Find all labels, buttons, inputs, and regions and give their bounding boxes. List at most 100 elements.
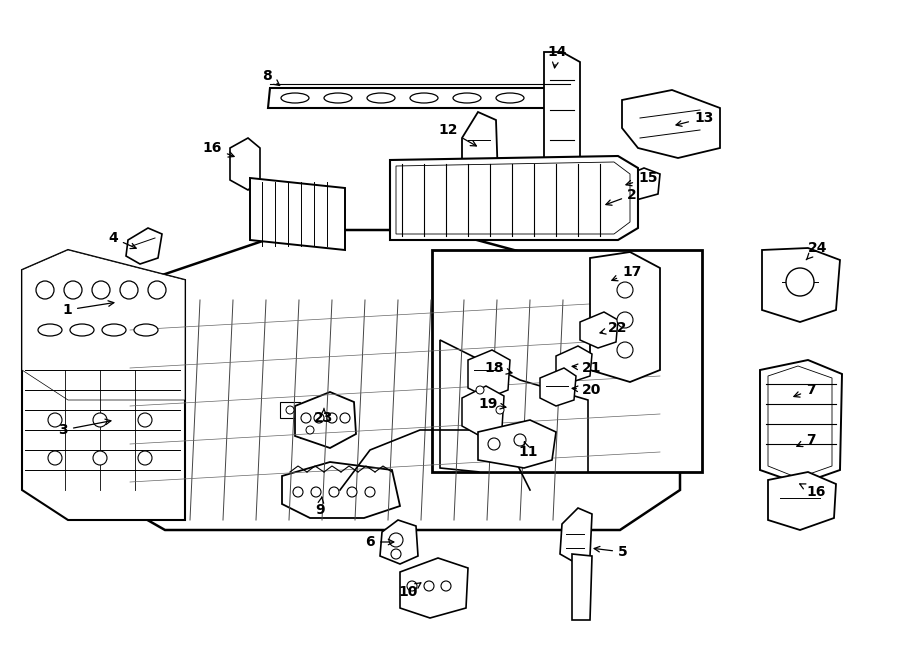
Circle shape [64,281,82,299]
Text: 15: 15 [626,171,658,186]
Polygon shape [580,312,618,348]
Ellipse shape [281,93,309,103]
Ellipse shape [324,93,352,103]
Text: 3: 3 [58,419,111,437]
Polygon shape [280,402,300,418]
Circle shape [138,451,152,465]
Text: 8: 8 [262,69,280,85]
Text: 4: 4 [108,231,136,249]
Polygon shape [620,168,660,200]
Text: 16: 16 [800,484,825,499]
Text: 24: 24 [806,241,827,260]
Polygon shape [462,112,498,188]
Text: 9: 9 [315,497,325,517]
Circle shape [496,406,504,414]
Circle shape [36,281,54,299]
Polygon shape [478,420,556,468]
Text: 22: 22 [600,321,627,335]
Text: 2: 2 [606,188,637,206]
Circle shape [286,406,294,414]
Polygon shape [490,402,510,418]
Circle shape [407,581,417,591]
Ellipse shape [70,324,94,336]
Polygon shape [556,346,592,382]
Polygon shape [762,248,840,322]
Ellipse shape [134,324,158,336]
Circle shape [389,533,403,547]
Circle shape [48,413,62,427]
Polygon shape [126,228,162,264]
Ellipse shape [367,93,395,103]
Text: 17: 17 [612,265,642,281]
Text: 14: 14 [547,45,566,68]
Text: 10: 10 [398,583,421,599]
Circle shape [514,434,526,446]
Circle shape [488,438,500,450]
Circle shape [138,413,152,427]
Circle shape [424,581,434,591]
Circle shape [347,487,357,497]
Polygon shape [470,382,490,398]
Circle shape [311,487,321,497]
Circle shape [293,487,303,497]
Text: 20: 20 [572,383,601,397]
Polygon shape [560,508,592,562]
Text: 13: 13 [676,111,714,126]
Polygon shape [468,350,510,398]
Text: 7: 7 [794,383,815,397]
Circle shape [329,487,339,497]
Circle shape [314,413,324,423]
Circle shape [441,581,451,591]
Polygon shape [282,462,400,518]
Polygon shape [295,392,356,448]
Polygon shape [760,360,842,484]
Polygon shape [95,230,680,530]
Polygon shape [440,340,588,472]
Polygon shape [572,554,592,620]
Text: 21: 21 [572,361,601,375]
Circle shape [617,282,633,298]
Circle shape [617,342,633,358]
Polygon shape [380,520,418,564]
Circle shape [48,451,62,465]
Text: 18: 18 [484,361,512,375]
Polygon shape [22,250,185,400]
Circle shape [365,487,375,497]
Circle shape [476,386,484,394]
Circle shape [93,451,107,465]
Polygon shape [22,250,185,520]
Text: 19: 19 [479,397,506,411]
Circle shape [301,413,311,423]
Circle shape [120,281,138,299]
Text: 5: 5 [594,545,628,559]
Polygon shape [390,156,638,240]
Polygon shape [230,138,260,190]
Circle shape [93,413,107,427]
Circle shape [617,312,633,328]
Text: 23: 23 [314,408,333,425]
Polygon shape [462,386,504,436]
Text: 1: 1 [62,301,114,317]
Bar [432,250,702,472]
Ellipse shape [453,93,481,103]
Polygon shape [396,162,630,234]
Text: 7: 7 [796,433,815,447]
Ellipse shape [410,93,438,103]
Polygon shape [300,422,320,438]
Ellipse shape [496,93,524,103]
Circle shape [306,426,314,434]
Circle shape [148,281,166,299]
Circle shape [786,268,814,296]
Circle shape [327,413,337,423]
Polygon shape [622,90,720,158]
Polygon shape [250,178,345,250]
Circle shape [92,281,110,299]
Circle shape [340,413,350,423]
Circle shape [391,549,401,559]
Polygon shape [400,558,468,618]
Text: 16: 16 [202,141,234,157]
Ellipse shape [102,324,126,336]
Polygon shape [768,366,832,478]
Text: 12: 12 [438,123,476,146]
Polygon shape [768,472,836,530]
